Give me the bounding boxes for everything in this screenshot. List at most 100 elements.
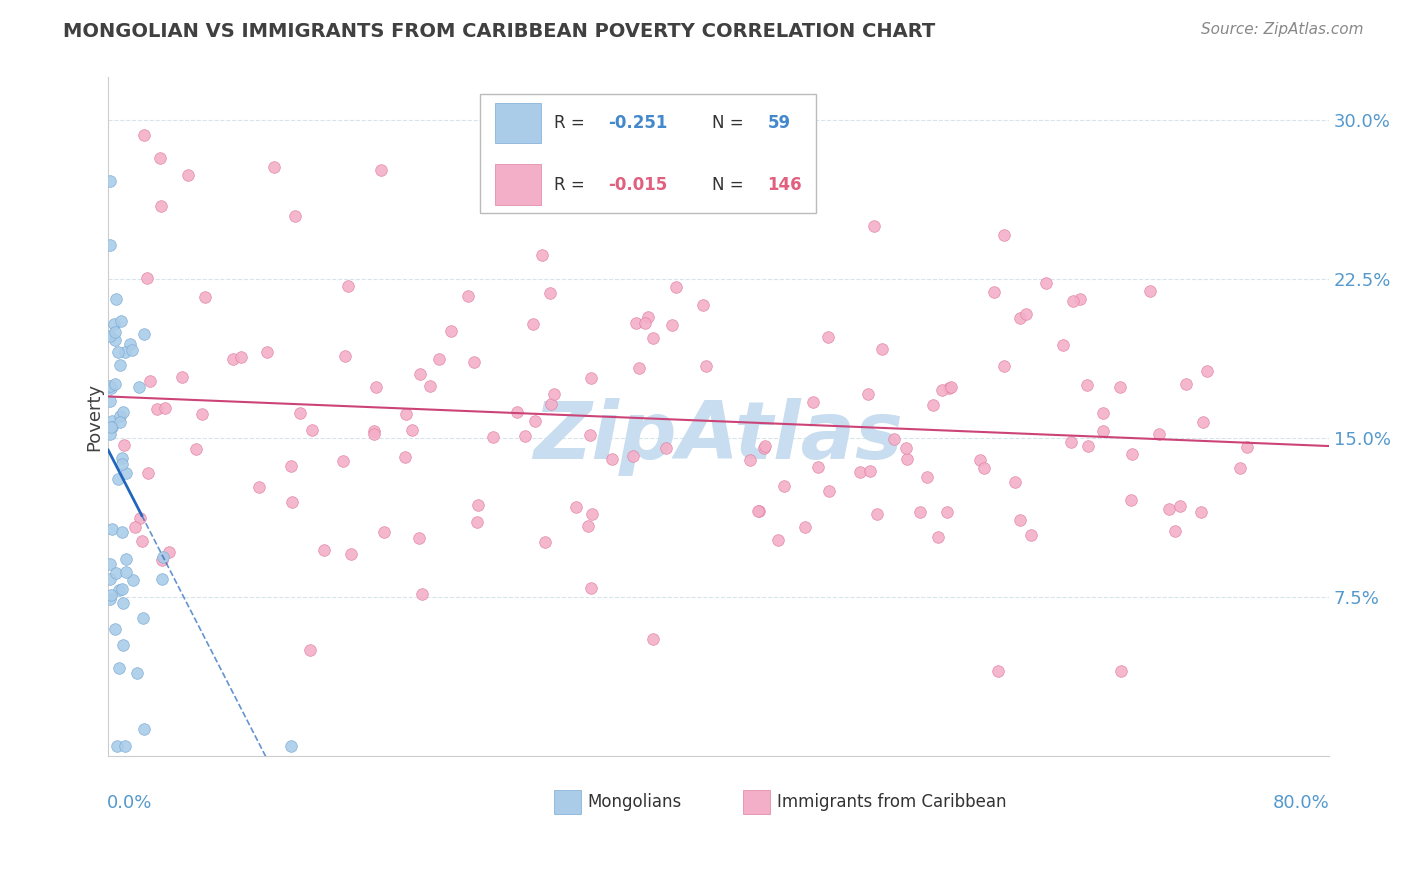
Point [401, 423, 423, 437]
Point [818, 483, 841, 498]
Point [754, 439, 776, 453]
Point [100, 588, 122, 602]
Point [939, 380, 962, 394]
Point [801, 395, 824, 409]
Text: MONGOLIAN VS IMMIGRANTS FROM CARIBBEAN POVERTY CORRELATION CHART: MONGOLIAN VS IMMIGRANTS FROM CARIBBEAN P… [63, 22, 935, 41]
Point [333, 349, 356, 363]
Point [177, 168, 200, 182]
Point [534, 535, 557, 549]
Point [312, 542, 335, 557]
Point [817, 329, 839, 343]
Point [115, 565, 138, 579]
Point [112, 596, 135, 610]
Point [578, 428, 600, 442]
Point [738, 453, 761, 467]
Text: N =: N = [713, 176, 749, 194]
Point [1149, 426, 1171, 441]
Point [108, 409, 131, 424]
Point [115, 551, 138, 566]
Point [98, 427, 121, 442]
Point [1109, 380, 1132, 394]
Point [773, 478, 796, 492]
Point [114, 739, 136, 753]
Point [111, 524, 134, 539]
Point [332, 454, 354, 468]
Point [139, 374, 162, 388]
Point [1052, 338, 1074, 352]
Point [150, 199, 173, 213]
Point [104, 566, 127, 580]
Text: -0.015: -0.015 [609, 176, 668, 194]
Point [124, 520, 146, 534]
Text: Mongolians: Mongolians [588, 793, 682, 811]
Point [247, 480, 270, 494]
Point [858, 387, 880, 401]
Point [1076, 377, 1098, 392]
Point [363, 426, 385, 441]
Point [870, 342, 893, 356]
Point [766, 533, 789, 547]
Point [748, 504, 770, 518]
Point [339, 547, 361, 561]
Point [411, 587, 433, 601]
Point [111, 457, 134, 471]
Point [373, 524, 395, 539]
Point [849, 465, 872, 479]
FancyBboxPatch shape [481, 95, 815, 213]
Point [107, 472, 129, 486]
Point [132, 723, 155, 737]
Point [394, 450, 416, 465]
Point [634, 316, 657, 330]
Point [917, 470, 939, 484]
FancyBboxPatch shape [495, 103, 541, 144]
Point [481, 430, 503, 444]
Point [655, 441, 678, 455]
Point [1092, 424, 1115, 438]
Point [120, 336, 142, 351]
Point [661, 318, 683, 333]
Point [129, 510, 152, 524]
Point [467, 499, 489, 513]
Point [146, 401, 169, 416]
Point [1195, 364, 1218, 378]
Point [538, 285, 561, 300]
Point [1010, 311, 1032, 326]
Point [284, 209, 307, 223]
Point [98, 174, 121, 188]
Point [114, 344, 136, 359]
Point [280, 458, 302, 473]
Point [643, 632, 665, 646]
Point [938, 381, 960, 395]
Point [1004, 475, 1026, 489]
Point [111, 638, 134, 652]
Point [229, 351, 252, 365]
Point [98, 592, 121, 607]
Point [936, 504, 959, 518]
Point [301, 423, 323, 437]
Point [894, 441, 917, 455]
Point [1015, 307, 1038, 321]
Point [531, 248, 554, 262]
Point [1164, 524, 1187, 539]
Point [394, 408, 416, 422]
Point [336, 279, 359, 293]
Point [186, 442, 208, 457]
Point [859, 464, 882, 478]
Point [513, 429, 536, 443]
Text: 0.0%: 0.0% [107, 794, 152, 812]
Point [983, 285, 1005, 299]
Point [987, 665, 1010, 679]
Point [98, 378, 121, 392]
Point [643, 331, 665, 345]
Point [101, 522, 124, 536]
Point [103, 317, 125, 331]
Point [908, 504, 931, 518]
Point [281, 494, 304, 508]
FancyBboxPatch shape [554, 790, 581, 814]
Point [110, 314, 132, 328]
Point [695, 359, 717, 373]
Point [131, 533, 153, 548]
Point [1121, 492, 1143, 507]
Point [108, 582, 131, 597]
Point [191, 407, 214, 421]
